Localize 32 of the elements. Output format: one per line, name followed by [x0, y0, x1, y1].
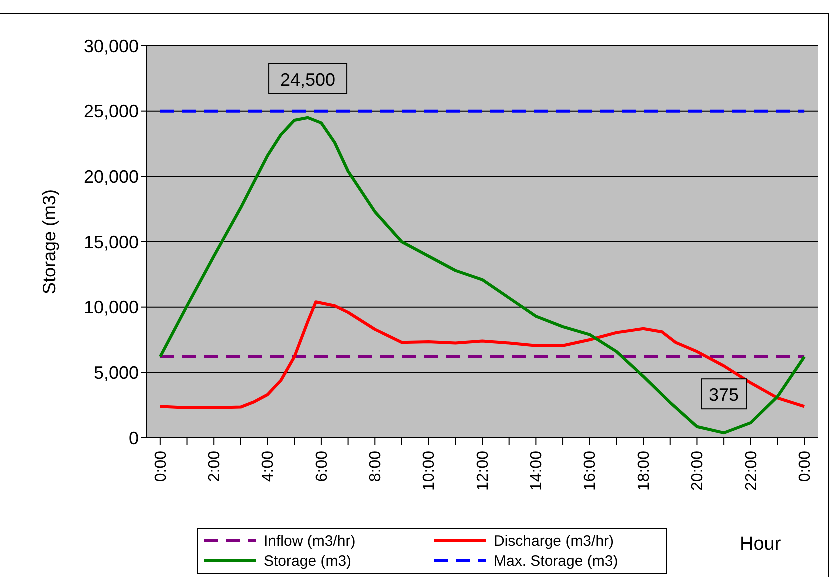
x-tick-label: 0:00 — [796, 450, 814, 482]
legend-label: Discharge (m3/hr) — [494, 532, 614, 550]
x-tick-label: 6:00 — [314, 450, 331, 482]
value-callout: 24,500 — [268, 63, 348, 94]
legend-label: Max. Storage (m3) — [494, 552, 618, 570]
x-tick-label: 10:00 — [421, 450, 438, 492]
x-tick-label: 20:00 — [690, 450, 707, 492]
line-series — [158, 300, 806, 410]
y-tick-label: 0 — [128, 428, 139, 448]
y-tick-label: 25,000 — [84, 102, 139, 122]
y-tick-label: 20,000 — [84, 167, 139, 188]
legend-label: Inflow (m3/hr) — [264, 532, 356, 550]
y-tick-label: 5,000 — [94, 363, 139, 384]
x-tick-label: 8:00 — [368, 450, 384, 482]
y-tick-label: 30,000 — [84, 36, 139, 56]
x-tick-label: 22:00 — [743, 450, 760, 492]
x-tick-label: 12:00 — [474, 450, 492, 492]
x-tick-label: 14:00 — [528, 450, 546, 492]
y-axis-title: Storage (m3) — [39, 189, 60, 295]
annotation: 24,500 — [280, 70, 336, 90]
x-tick-label: 2:00 — [206, 450, 224, 482]
value-callout: 375 — [701, 378, 748, 410]
y-tick-label: 15,000 — [84, 232, 139, 252]
x-tick-label: 18:00 — [636, 450, 653, 492]
annotation: 375 — [709, 385, 740, 406]
x-tick-label: 16:00 — [582, 450, 600, 492]
x-axis-title: Hour — [740, 534, 782, 556]
x-tick-label: 0:00 — [152, 450, 170, 482]
x-tick-label: 4:00 — [260, 450, 278, 482]
y-tick-label: 10,000 — [84, 298, 139, 318]
line-series — [158, 116, 806, 435]
legend-label: Storage (m3) — [264, 552, 352, 570]
